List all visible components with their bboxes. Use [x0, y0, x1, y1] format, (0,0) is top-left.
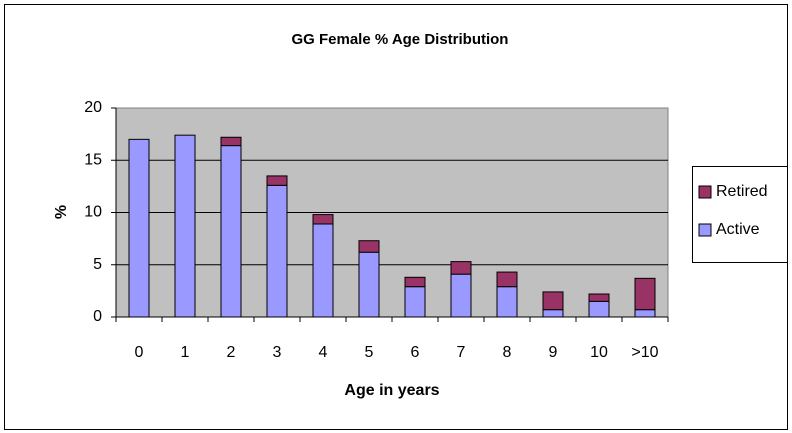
x-tick-label: 2 — [227, 344, 236, 361]
bar-segment — [174, 134, 196, 318]
bar-segment — [634, 309, 656, 318]
bar-segment — [358, 240, 380, 253]
bar-segment — [588, 293, 610, 302]
y-tick-label: 10 — [84, 204, 102, 221]
bar-segment — [588, 300, 610, 318]
bar-segment — [450, 261, 472, 275]
x-tick-label: >10 — [631, 344, 658, 361]
bar-segment — [496, 286, 518, 318]
y-tick-label: 20 — [84, 99, 102, 116]
y-axis-label: % — [53, 205, 70, 219]
legend-swatch — [698, 185, 712, 199]
x-tick-label: 0 — [135, 344, 144, 361]
x-tick-label: 4 — [319, 344, 328, 361]
bar-segment — [404, 286, 426, 318]
bar-segment — [450, 273, 472, 318]
bar-segment — [542, 309, 564, 318]
y-tick-label: 0 — [93, 308, 102, 325]
legend-label: Retired — [716, 183, 768, 200]
bar-segment — [312, 223, 334, 318]
x-tick-label: 9 — [549, 344, 558, 361]
bar-segment — [634, 277, 656, 311]
legend-box — [692, 166, 788, 263]
x-tick-label: 8 — [503, 344, 512, 361]
y-tick-label: 15 — [84, 151, 102, 168]
chart-title: GG Female % Age Distribution — [292, 31, 509, 48]
x-tick-label: 10 — [590, 344, 608, 361]
bar-segment — [266, 184, 288, 318]
x-tick-label: 7 — [457, 344, 466, 361]
bar-segment — [220, 145, 242, 318]
x-tick-label: 5 — [365, 344, 374, 361]
x-axis-label: Age in years — [344, 382, 439, 399]
y-tick-label: 5 — [93, 256, 102, 273]
x-tick-label: 1 — [181, 344, 190, 361]
bar-segment — [358, 251, 380, 318]
bar-segment — [220, 136, 242, 147]
x-tick-label: 6 — [411, 344, 420, 361]
bar-segment — [496, 271, 518, 288]
legend-swatch — [698, 223, 712, 237]
bar-segment — [128, 138, 150, 318]
x-tick-label: 3 — [273, 344, 282, 361]
bar-segment — [542, 291, 564, 311]
bar-segment — [404, 276, 426, 288]
legend-label: Active — [716, 221, 760, 238]
bar-segment — [312, 214, 334, 225]
bar-segment — [266, 175, 288, 186]
